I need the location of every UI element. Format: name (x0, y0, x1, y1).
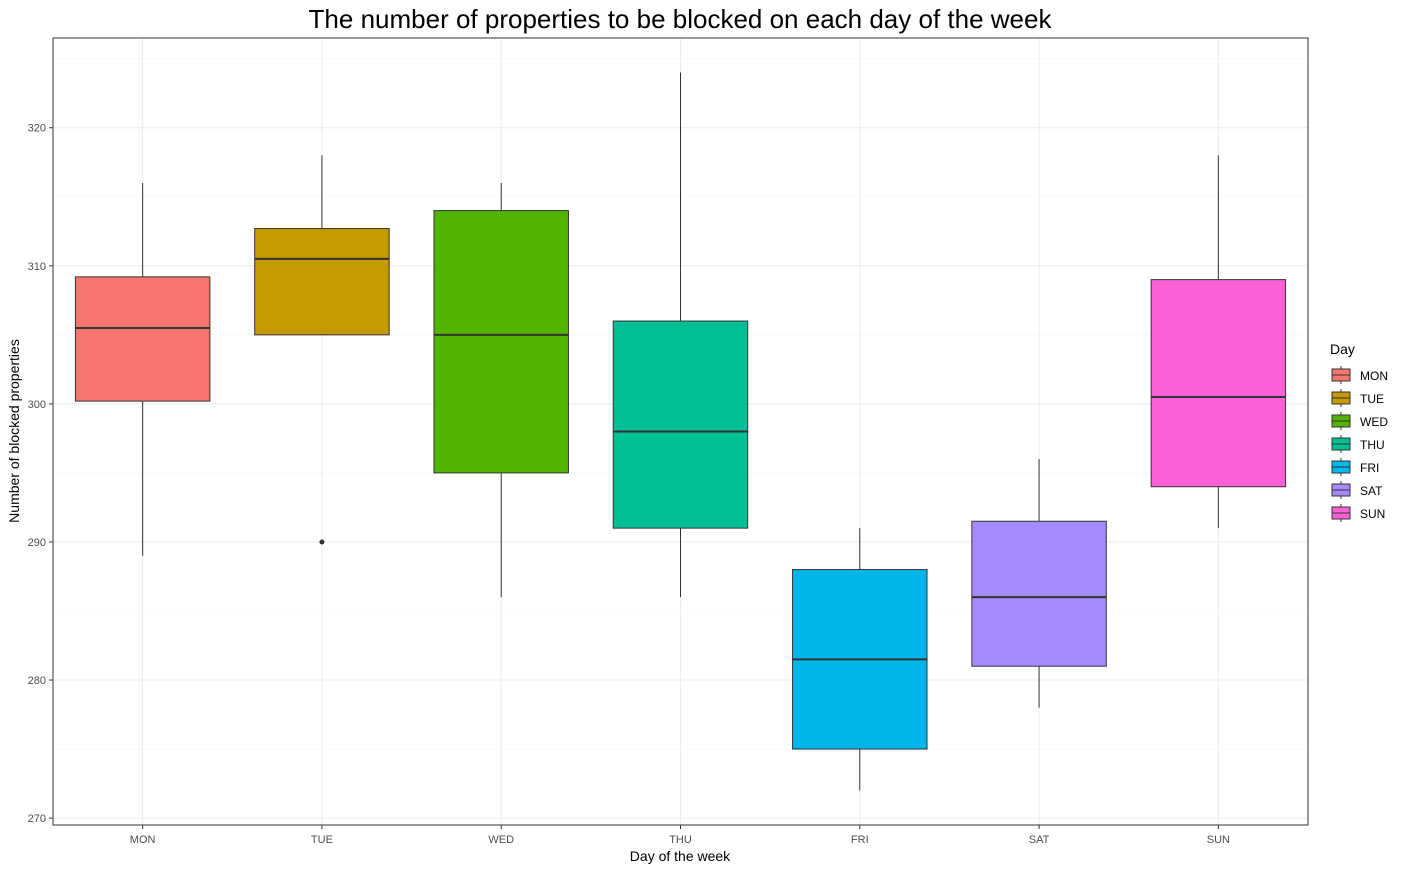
legend-label: THU (1360, 438, 1385, 452)
legend-item-sat: SAT (1331, 481, 1383, 499)
legend-label: MON (1360, 369, 1388, 383)
legend-item-thu: THU (1331, 435, 1385, 453)
box-fri (792, 528, 928, 791)
legend-label: TUE (1360, 392, 1384, 406)
x-tick-label: MON (130, 834, 156, 846)
legend: Day MON TUE WED THU FRI SAT SUN (1330, 341, 1388, 522)
x-axis-title: Day of the week (630, 848, 731, 864)
box-iqr (971, 520, 1107, 667)
legend-label: WED (1360, 415, 1388, 429)
legend-item-tue: TUE (1331, 389, 1384, 407)
box-mon (74, 182, 211, 556)
legend-item-fri: FRI (1331, 458, 1379, 476)
box-iqr (1150, 279, 1287, 488)
legend-item-sun: SUN (1331, 504, 1385, 522)
box-sat (971, 459, 1107, 708)
y-tick-label: 310 (28, 261, 46, 273)
outlier-point (319, 539, 325, 545)
y-axis-title: Number of blocked properties (6, 339, 22, 523)
legend-item-mon: MON (1331, 366, 1388, 384)
box-iqr (612, 320, 749, 529)
x-tick-label: SAT (1029, 834, 1050, 846)
legend-label: SAT (1360, 484, 1383, 498)
box-tue (254, 155, 390, 545)
box-layer (74, 72, 1287, 791)
legend-title: Day (1330, 341, 1355, 357)
axis-layer: 270 280 290 300 310 320 MON TUE WED THU FRI SAT SUN (28, 123, 1230, 846)
y-tick-label: 320 (28, 123, 46, 135)
x-tick-label: FRI (851, 834, 869, 846)
box-thu (612, 72, 749, 598)
y-tick-label: 300 (28, 399, 46, 411)
legend-item-wed: WED (1331, 412, 1388, 430)
box-sun (1150, 155, 1287, 529)
box-iqr (254, 228, 390, 336)
box-wed (433, 182, 569, 598)
x-tick-label: THU (669, 834, 692, 846)
y-tick-label: 290 (28, 537, 46, 549)
x-tick-label: SUN (1207, 834, 1230, 846)
x-tick-label: TUE (311, 834, 333, 846)
box-iqr (74, 276, 211, 402)
y-tick-label: 270 (28, 813, 46, 825)
y-tick-label: 280 (28, 675, 46, 687)
box-iqr (433, 210, 569, 474)
legend-label: FRI (1360, 461, 1379, 475)
chart-title: The number of properties to be blocked o… (309, 4, 1053, 34)
legend-label: SUN (1360, 507, 1385, 521)
x-tick-label: WED (488, 834, 514, 846)
